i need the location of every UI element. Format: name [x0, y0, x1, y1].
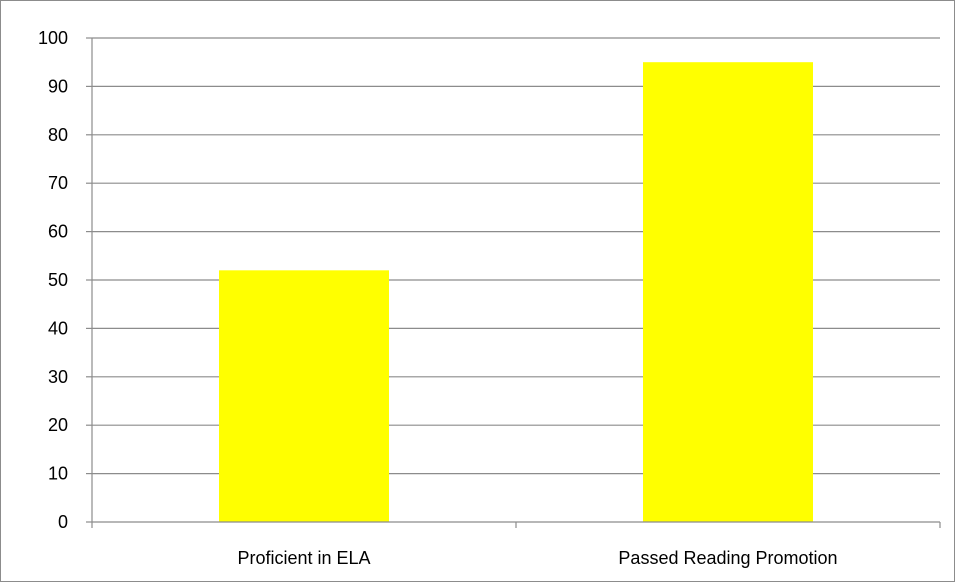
y-tick-label: 60 — [48, 222, 68, 242]
y-tick-label: 90 — [48, 76, 68, 96]
x-tick-label: Proficient in ELA — [237, 548, 370, 568]
bar-0 — [219, 270, 389, 522]
axes — [91, 38, 940, 523]
y-tick-label: 10 — [48, 464, 68, 484]
y-tick-label: 20 — [48, 415, 68, 435]
x-tick-label: Passed Reading Promotion — [618, 548, 837, 568]
y-tick-label: 80 — [48, 125, 68, 145]
y-tick-label: 50 — [48, 270, 68, 290]
y-axis-tick-labels: 0 10 20 30 40 50 60 70 80 90 100 — [38, 28, 68, 532]
x-axis-tick-labels: Proficient in ELA Passed Reading Promotio… — [237, 548, 837, 568]
bars — [219, 62, 813, 522]
y-tick-label: 40 — [48, 318, 68, 338]
bar-1 — [643, 62, 813, 522]
y-tick-label: 30 — [48, 367, 68, 387]
y-tick-label: 70 — [48, 173, 68, 193]
y-tick-label: 100 — [38, 28, 68, 48]
y-tick-label: 0 — [58, 512, 68, 532]
